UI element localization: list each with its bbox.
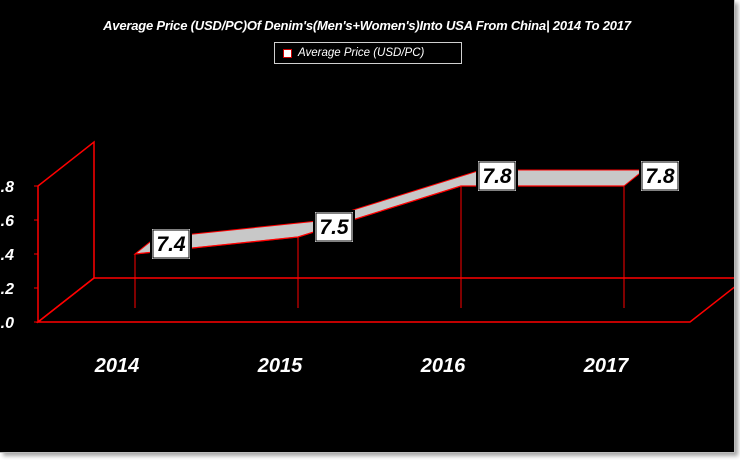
data-label-border bbox=[641, 161, 679, 191]
data-label-border bbox=[478, 161, 516, 191]
legend-label: Average Price (USD/PC) bbox=[298, 47, 425, 59]
data-label-border bbox=[315, 212, 353, 242]
data-label-box bbox=[639, 159, 681, 193]
series-line bbox=[134, 185, 624, 255]
data-label-box bbox=[476, 159, 518, 193]
x-tick-label: 2014 bbox=[94, 355, 140, 377]
y-tick-label: .2 bbox=[1, 281, 14, 298]
y-tick-label: .8 bbox=[1, 179, 14, 196]
legend: Average Price (USD/PC) bbox=[274, 42, 462, 64]
data-label-box bbox=[150, 227, 192, 261]
data-label-box bbox=[313, 210, 355, 244]
legend-swatch bbox=[283, 48, 292, 58]
y-tick-label: .4 bbox=[1, 247, 14, 264]
floor bbox=[35, 277, 734, 323]
x-tick-label: 2015 bbox=[257, 355, 303, 377]
data-label: 7.4 bbox=[156, 233, 186, 256]
side-wall bbox=[37, 140, 95, 324]
data-label-border bbox=[152, 229, 190, 259]
chart-title: Average Price (USD/PC)Of Denim's(Men's+W… bbox=[103, 18, 631, 33]
data-label: 7.5 bbox=[319, 216, 349, 239]
x-tick-label: 2016 bbox=[420, 355, 466, 377]
data-label: 7.8 bbox=[482, 165, 512, 188]
y-tick-label: .6 bbox=[1, 213, 14, 230]
series-ribbon bbox=[133, 169, 646, 255]
x-tick-label: 2017 bbox=[583, 355, 629, 377]
data-label: 7.8 bbox=[645, 165, 675, 188]
chart-plot: .0 .2 .4 .6 .8 7.4 7.5 7.8 7.8 2014 2015 2016 2017 bbox=[1, 140, 734, 377]
y-tick-label: .0 bbox=[1, 315, 14, 332]
chart-frame: Average Price (USD/PC)Of Denim's(Men's+W… bbox=[0, 0, 735, 453]
